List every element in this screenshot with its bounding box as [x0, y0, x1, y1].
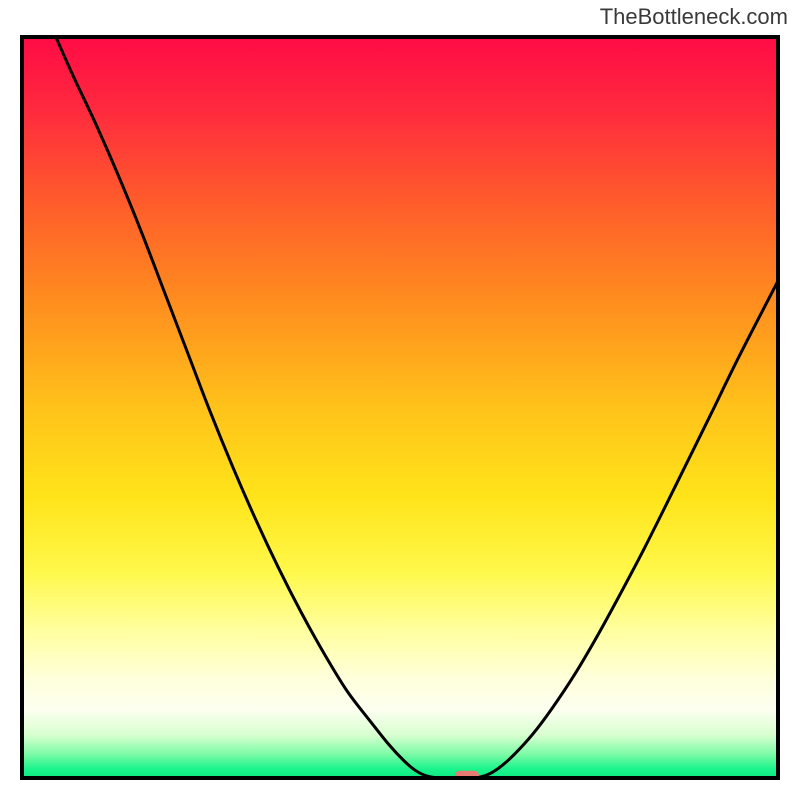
bottleneck-chart: TheBottleneck.com [0, 0, 800, 800]
chart-svg [0, 0, 800, 800]
plot-background [20, 35, 780, 780]
